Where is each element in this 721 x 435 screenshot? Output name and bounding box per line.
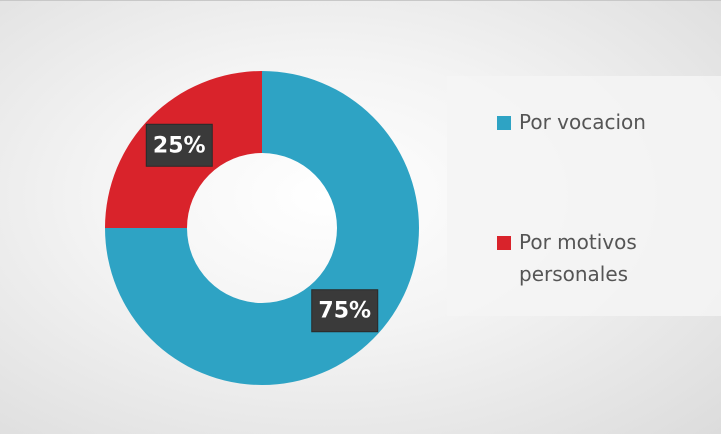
- legend-label: Por motivos personales: [519, 230, 637, 286]
- value-label-box: [145, 123, 213, 167]
- value-label: 25%: [153, 133, 206, 158]
- legend: Por vocacion Por motivos personales: [447, 76, 721, 316]
- value-label: 75%: [318, 299, 371, 324]
- legend-swatch: [497, 116, 511, 130]
- legend-item: Por motivos personales: [497, 226, 697, 290]
- value-label-box: [311, 289, 379, 333]
- legend-label: Por vocacion: [519, 110, 646, 134]
- legend-item: Por vocacion: [497, 106, 697, 138]
- legend-swatch: [497, 236, 511, 250]
